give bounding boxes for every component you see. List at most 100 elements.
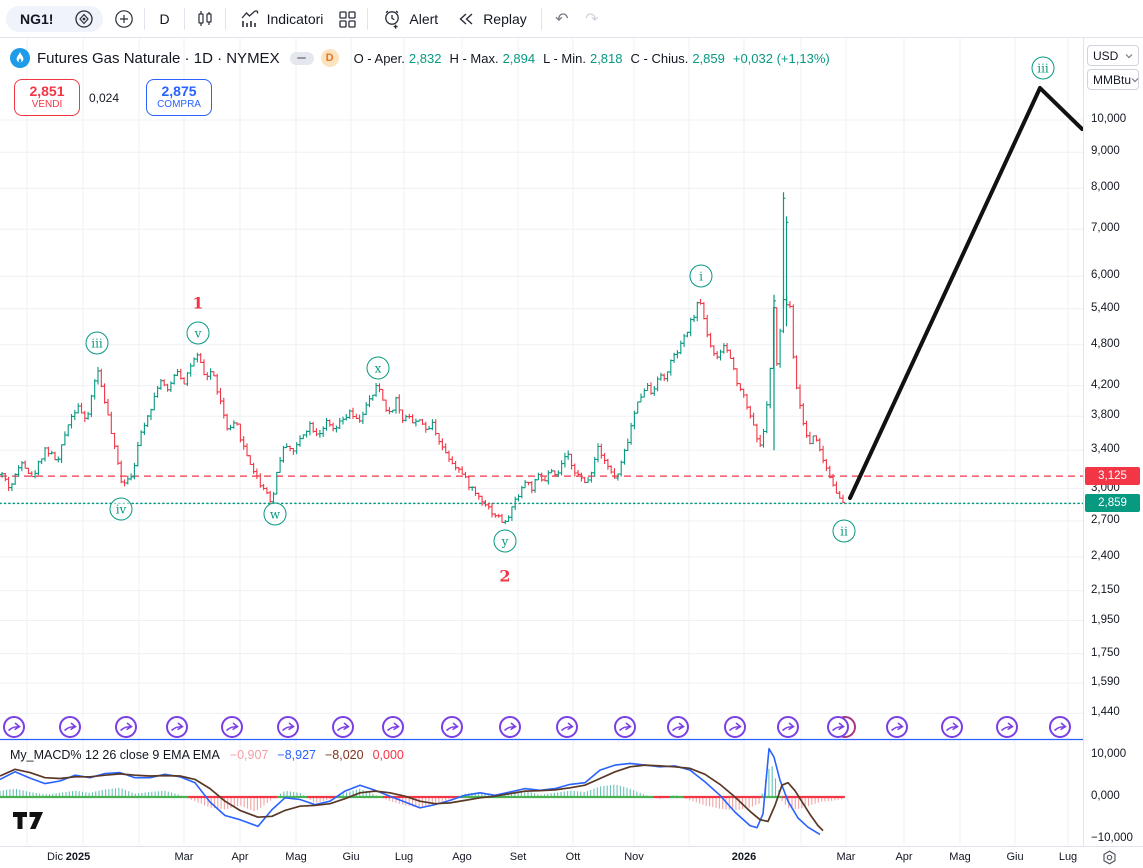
contract-rollover-icon[interactable] xyxy=(827,716,856,738)
currency-selector[interactable]: USD xyxy=(1087,45,1139,66)
tradingview-logo[interactable] xyxy=(13,812,45,830)
elliott-wave-label[interactable]: v xyxy=(186,321,210,345)
undo-button[interactable]: ↶ xyxy=(547,5,577,33)
chevron-down-icon xyxy=(1125,53,1133,59)
contract-rollover-icon[interactable] xyxy=(941,716,963,738)
price-tick: 3,800 xyxy=(1091,409,1120,422)
contract-rollover-icon[interactable] xyxy=(166,716,188,738)
time-tick: Giu xyxy=(342,851,360,863)
buy-button[interactable]: 2,875 COMPRA xyxy=(146,79,213,116)
time-tick: Mar xyxy=(174,851,194,863)
contract-rollover-icon[interactable] xyxy=(115,716,137,738)
elliott-wave-label[interactable]: 2 xyxy=(499,566,511,586)
price-tick: 9,000 xyxy=(1091,145,1120,158)
elliott-wave-label[interactable]: y xyxy=(493,529,517,553)
macd-value: −0,907 xyxy=(229,748,269,762)
elliott-wave-label[interactable]: 1 xyxy=(192,293,204,313)
indicators-icon xyxy=(240,9,260,29)
time-axis[interactable]: Dic 2025 Mar Apr Mag Giu Lug Ago Set Ott Nov 2026 Ma… xyxy=(0,846,1143,868)
price-tick: 1,750 xyxy=(1091,646,1120,659)
price-tick: 3,400 xyxy=(1091,443,1120,456)
interval-button[interactable]: D xyxy=(150,5,178,33)
time-tick: Mag xyxy=(949,851,971,863)
macd-value: −8,927 xyxy=(277,748,316,762)
time-tick: Mar xyxy=(836,851,856,863)
symbol-logo-icon xyxy=(10,48,30,68)
alert-clock-icon xyxy=(382,9,402,29)
elliott-wave-label[interactable]: iii xyxy=(1031,56,1055,80)
contract-rollover-icon[interactable] xyxy=(221,716,243,738)
price-tick: 4,800 xyxy=(1091,337,1120,350)
symbol-flag-icon[interactable] xyxy=(75,9,94,28)
time-tick: Dic xyxy=(47,851,63,863)
macd-value: −8,020 xyxy=(324,748,364,762)
elliott-wave-label[interactable]: ii xyxy=(832,519,856,543)
contract-rollover-icon[interactable] xyxy=(277,716,299,738)
contract-rollover-icon[interactable] xyxy=(996,716,1018,738)
legend-collapse-pill[interactable] xyxy=(289,51,314,65)
contract-rollover-icon[interactable] xyxy=(441,716,463,738)
contract-rollover-icon[interactable] xyxy=(332,716,354,738)
price-tick: 2,700 xyxy=(1091,513,1120,526)
time-tick: 2025 xyxy=(65,851,91,863)
ohlc-values: O - Aper. 2,832 H - Max. 2,894 L - Min. 2,8… xyxy=(353,50,830,66)
interval-badge[interactable]: D xyxy=(320,49,339,67)
price-tick: 2,150 xyxy=(1091,583,1120,596)
price-axis[interactable]: USD MMBtu 10,000 9,000 8,000 7,000 6,000 5,40… xyxy=(1083,38,1143,846)
contract-rollover-icon[interactable] xyxy=(886,716,908,738)
time-tick: Ott xyxy=(565,851,581,863)
contract-rollover-icon[interactable] xyxy=(59,716,81,738)
macd-tick: 10,000 xyxy=(1091,748,1127,760)
legend-title[interactable]: Futures Gas Naturale · 1D · NYMEX xyxy=(37,49,280,67)
contract-rollover-icon[interactable] xyxy=(614,716,636,738)
replay-button[interactable]: Replay xyxy=(447,5,536,33)
trade-panel: 2,851 VENDI 0,024 2,875 COMPRA xyxy=(14,79,213,116)
contract-rollover-icon[interactable] xyxy=(667,716,689,738)
macd-values: −0,907 −8,927 −8,020 0,000 xyxy=(230,748,413,762)
contract-rollover-icon[interactable] xyxy=(556,716,578,738)
timezone-settings-icon[interactable] xyxy=(1102,850,1117,865)
pane-legend: Futures Gas Naturale · 1D · NYMEX D O - … xyxy=(10,47,834,69)
contract-rollover-icon[interactable] xyxy=(724,716,746,738)
top-toolbar: NG1! D Indicatori xyxy=(0,0,1143,38)
chart-type-button[interactable] xyxy=(190,5,220,33)
price-tick: 5,400 xyxy=(1091,301,1120,314)
toolbar-separator xyxy=(540,7,542,30)
toolbar-separator xyxy=(144,7,146,30)
price-tick: 1,590 xyxy=(1091,676,1120,688)
symbol-search-button[interactable]: NG1! xyxy=(6,5,104,32)
price-tick: 2,400 xyxy=(1091,549,1120,562)
price-tick: 10,000 xyxy=(1091,113,1127,125)
elliott-wave-label[interactable]: iv xyxy=(109,497,133,521)
contract-rollover-icon[interactable] xyxy=(499,716,521,738)
time-tick: Giu xyxy=(1006,851,1024,863)
price-tick: 6,000 xyxy=(1091,269,1120,282)
compare-add-button[interactable] xyxy=(109,5,139,33)
contract-rollover-icon[interactable] xyxy=(382,716,404,738)
elliott-wave-label[interactable]: iii xyxy=(85,331,109,355)
change-value: +0,032 (+1,13%) xyxy=(732,50,830,66)
alert-button[interactable]: Alert xyxy=(373,5,447,33)
time-tick: Lug xyxy=(1058,851,1078,863)
sell-button[interactable]: 2,851 VENDI xyxy=(14,79,80,116)
time-tick: Set xyxy=(509,851,527,863)
elliott-wave-label[interactable]: i xyxy=(689,264,713,288)
macd-value: 0,000 xyxy=(372,748,404,762)
replay-icon xyxy=(456,9,476,29)
unit-selector[interactable]: MMBtu xyxy=(1087,69,1139,90)
contract-rollover-icon[interactable] xyxy=(777,716,799,738)
elliott-wave-label[interactable]: x xyxy=(366,356,390,380)
redo-button[interactable]: ↷ xyxy=(577,5,607,33)
toolbar-separator xyxy=(183,7,185,30)
price-tick: 8,000 xyxy=(1091,181,1120,194)
elliott-wave-label[interactable]: w xyxy=(263,502,287,526)
spread-value: 0,024 xyxy=(89,90,120,105)
time-tick: Ago xyxy=(452,851,472,863)
macd-title[interactable]: My_MACD% 12 26 close 9 EMA EMA xyxy=(10,748,220,762)
layout-grid-button[interactable] xyxy=(332,5,362,33)
indicators-button[interactable]: Indicatori xyxy=(231,5,333,33)
contract-rollover-icon[interactable] xyxy=(3,716,25,738)
contract-rollover-icon[interactable] xyxy=(1049,716,1071,738)
chart-canvas[interactable] xyxy=(0,0,1083,846)
